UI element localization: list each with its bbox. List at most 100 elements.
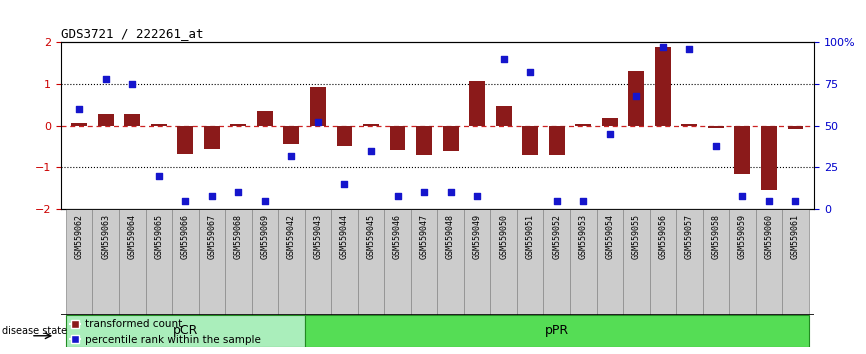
Bar [549, 126, 565, 155]
Bar [410, 209, 437, 315]
Bar [602, 118, 617, 126]
Bar [93, 209, 119, 315]
Bar [490, 209, 517, 315]
Text: GSM559067: GSM559067 [207, 214, 216, 259]
Bar [761, 126, 777, 190]
Text: GSM559045: GSM559045 [366, 214, 376, 259]
Bar [650, 209, 676, 315]
Text: GSM559048: GSM559048 [446, 214, 456, 259]
Bar [119, 209, 145, 315]
Text: GSM559065: GSM559065 [154, 214, 164, 259]
Point [709, 143, 723, 148]
Bar [469, 81, 485, 126]
Bar [125, 114, 140, 126]
Text: GSM559046: GSM559046 [393, 214, 402, 259]
Bar [385, 209, 410, 315]
Text: GSM559068: GSM559068 [234, 214, 242, 259]
Point [311, 120, 325, 125]
Point [417, 189, 431, 195]
Bar [310, 87, 326, 126]
Text: GSM559066: GSM559066 [181, 214, 190, 259]
Point [656, 45, 669, 50]
Bar [729, 209, 756, 315]
Text: disease state: disease state [2, 326, 67, 336]
Bar [734, 126, 750, 173]
Text: GSM559043: GSM559043 [313, 214, 322, 259]
Bar [544, 209, 570, 315]
Bar [390, 126, 405, 150]
Text: GSM559044: GSM559044 [340, 214, 349, 259]
Point [682, 46, 696, 52]
Bar [787, 126, 804, 129]
Bar [98, 114, 113, 126]
Bar [305, 315, 809, 347]
Point [231, 189, 245, 195]
Bar [575, 124, 591, 126]
Point [523, 70, 537, 75]
Bar [682, 124, 697, 126]
Text: GSM559060: GSM559060 [765, 214, 773, 259]
Bar [151, 124, 167, 126]
Point [735, 193, 749, 198]
Bar [570, 209, 597, 315]
Bar [676, 209, 702, 315]
Bar [278, 209, 305, 315]
Point [603, 131, 617, 137]
Bar [363, 124, 379, 126]
Bar [204, 126, 220, 149]
Point [497, 56, 511, 62]
Text: GSM559042: GSM559042 [287, 214, 296, 259]
Bar [337, 126, 352, 145]
Bar [252, 209, 278, 315]
Point [443, 189, 457, 195]
Bar [225, 209, 252, 315]
Point [364, 148, 378, 154]
Text: GSM559054: GSM559054 [605, 214, 614, 259]
Point [630, 93, 643, 98]
Bar [230, 124, 246, 126]
Point [99, 76, 113, 82]
Bar [702, 209, 729, 315]
Text: GSM559050: GSM559050 [499, 214, 508, 259]
Text: GSM559055: GSM559055 [632, 214, 641, 259]
Point [126, 81, 139, 87]
Bar [443, 126, 459, 152]
Bar [66, 315, 305, 347]
Bar [145, 209, 172, 315]
Text: GSM559064: GSM559064 [128, 214, 137, 259]
Bar [708, 126, 724, 128]
Point [72, 106, 86, 112]
Text: GSM559047: GSM559047 [419, 214, 429, 259]
Point [178, 198, 192, 203]
Point [391, 193, 404, 198]
Bar [172, 209, 198, 315]
Text: GSM559056: GSM559056 [658, 214, 668, 259]
Bar [358, 209, 385, 315]
Bar [517, 209, 544, 315]
Point [470, 193, 484, 198]
Bar [522, 126, 538, 155]
Point [576, 198, 590, 203]
Bar [437, 209, 464, 315]
Bar [782, 209, 809, 315]
Point [205, 193, 219, 198]
Point [550, 198, 564, 203]
Bar [464, 209, 490, 315]
Bar [178, 126, 193, 154]
Text: GDS3721 / 222261_at: GDS3721 / 222261_at [61, 27, 204, 40]
Bar [198, 209, 225, 315]
Bar [629, 71, 644, 126]
Point [285, 153, 299, 159]
Point [762, 198, 776, 203]
Bar [71, 123, 87, 126]
Bar [257, 111, 273, 126]
Bar [756, 209, 782, 315]
Text: GSM559062: GSM559062 [74, 214, 84, 259]
Bar [655, 47, 671, 126]
Text: GSM559061: GSM559061 [791, 214, 800, 259]
Text: GSM559052: GSM559052 [553, 214, 561, 259]
Bar [597, 209, 623, 315]
Text: pCR: pCR [172, 325, 198, 337]
Bar [305, 209, 331, 315]
Bar [623, 209, 650, 315]
